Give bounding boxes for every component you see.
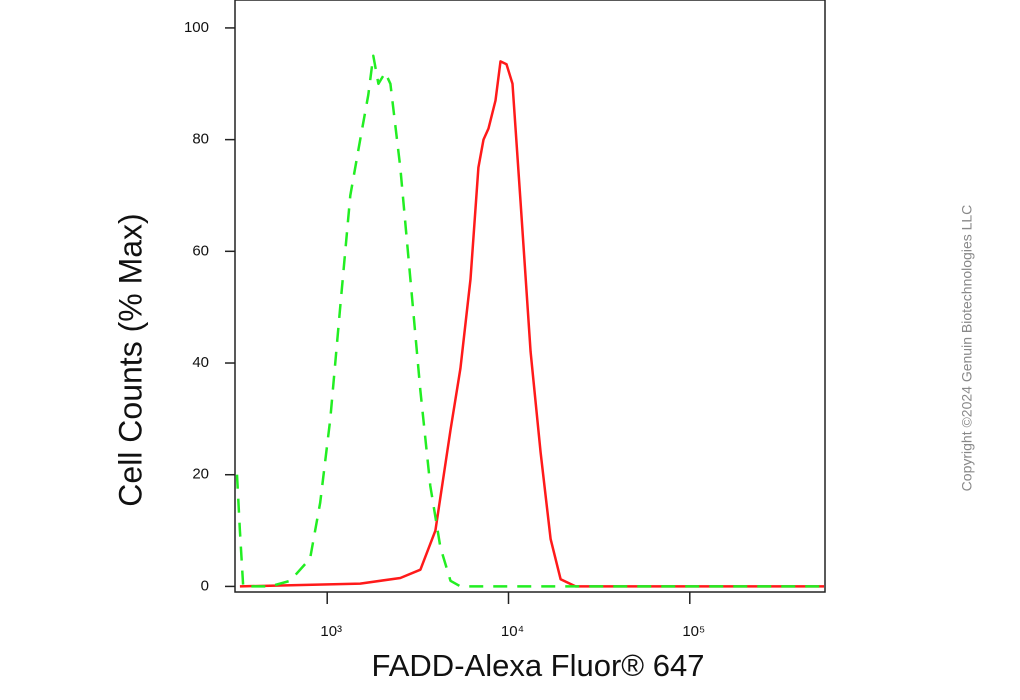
plot-frame (234, 0, 826, 593)
series-line (235, 54, 824, 588)
y-tick-label: 60 (192, 242, 209, 259)
x-axis-title: FADD-Alexa Fluor® 647 (372, 648, 705, 683)
y-tick-label: 100 (184, 19, 209, 36)
series-line (239, 60, 824, 588)
y-tick-label: 80 (192, 131, 209, 148)
y-tick-label: 40 (192, 354, 209, 371)
y-tick-label: 0 (201, 577, 209, 594)
x-tick-label: 10⁵ (682, 623, 705, 640)
copyright: Copyright ©2024 Genuin Biotechnologies L… (959, 205, 975, 492)
y-tick-label: 20 (192, 466, 209, 483)
y-axis-title: Cell Counts (% Max) (112, 213, 148, 506)
x-tick-label: 10⁴ (501, 623, 524, 640)
x-tick-label: 10³ (320, 623, 342, 640)
